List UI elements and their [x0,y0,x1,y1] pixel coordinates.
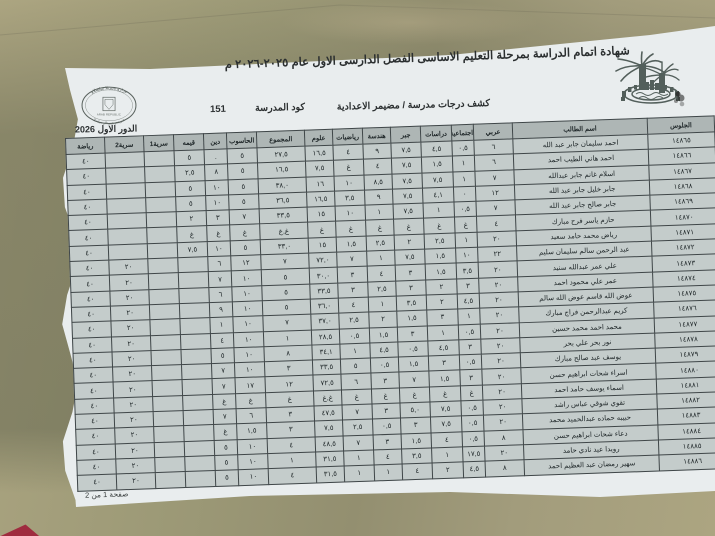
svg-text:ةرازو ةيبرتلا ميلعتلاو: ةرازو ةيبرتلا ميلعتلاو [89,85,128,95]
svg-text:ARAB REPUBLIC: ARAB REPUBLIC [97,112,121,116]
